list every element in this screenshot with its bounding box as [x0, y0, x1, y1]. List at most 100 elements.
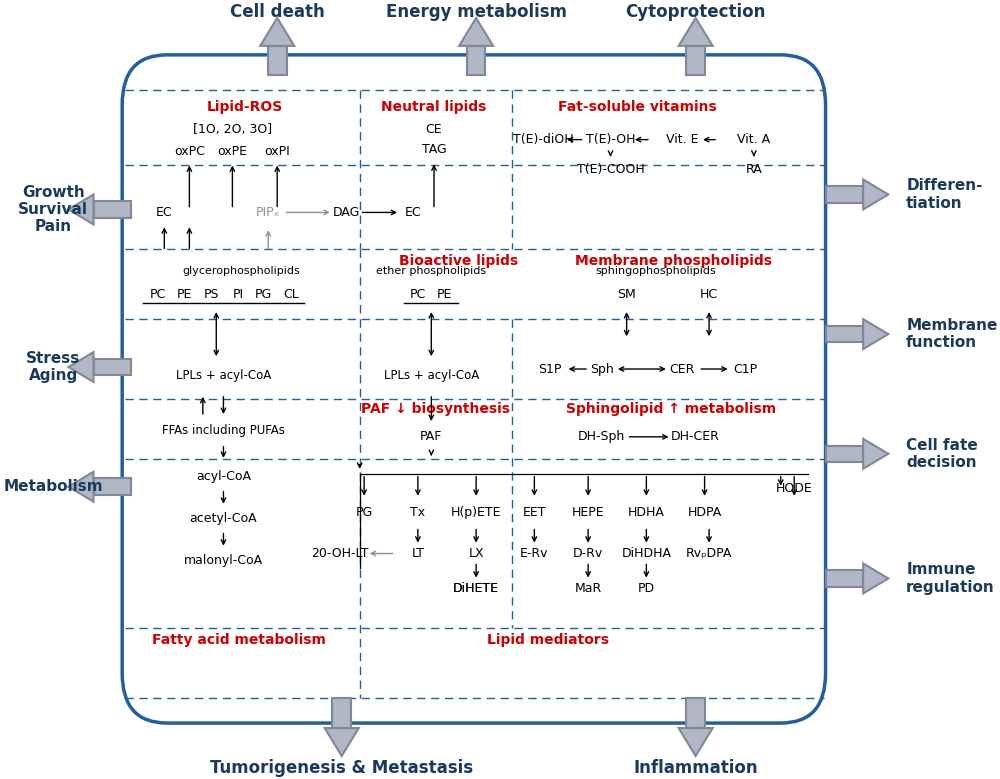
Text: glycerophospholipids: glycerophospholipids — [182, 266, 300, 277]
Text: DAG: DAG — [333, 206, 360, 219]
Text: acyl-CoA: acyl-CoA — [196, 471, 251, 483]
Polygon shape — [863, 439, 888, 469]
Text: Cytoprotection: Cytoprotection — [625, 3, 766, 21]
Text: oxPC: oxPC — [174, 145, 205, 158]
Text: HODE: HODE — [776, 482, 813, 495]
Text: Immune
regulation: Immune regulation — [906, 562, 995, 594]
Text: Cell death: Cell death — [230, 3, 325, 21]
Text: FFAs including PUFAs: FFAs including PUFAs — [162, 425, 285, 437]
Bar — [467, 46, 485, 75]
Polygon shape — [679, 18, 713, 46]
Text: D-Rv: D-Rv — [573, 547, 603, 560]
Bar — [268, 46, 287, 75]
Polygon shape — [68, 195, 94, 224]
Text: PC: PC — [150, 287, 166, 301]
Polygon shape — [260, 18, 294, 46]
Text: DiHETE: DiHETE — [453, 582, 499, 595]
Text: Inflammation: Inflammation — [633, 759, 758, 777]
Text: DH-CER: DH-CER — [671, 430, 720, 443]
Polygon shape — [325, 728, 359, 756]
Text: RvₚDPA: RvₚDPA — [686, 547, 732, 560]
Text: Neutral lipids: Neutral lipids — [381, 100, 487, 114]
Text: Tumorigenesis & Metastasis: Tumorigenesis & Metastasis — [210, 759, 473, 777]
Polygon shape — [863, 563, 888, 594]
Text: PE: PE — [177, 287, 193, 301]
Text: MaR: MaR — [574, 582, 602, 595]
Text: Vit. E: Vit. E — [666, 133, 698, 146]
Text: oxPE: oxPE — [217, 145, 247, 158]
Text: PG: PG — [355, 506, 373, 519]
Text: PIPₓ: PIPₓ — [256, 206, 280, 219]
Text: Lipid mediators: Lipid mediators — [487, 633, 609, 647]
Polygon shape — [863, 179, 888, 210]
Text: RA: RA — [746, 163, 762, 176]
Text: PE: PE — [437, 287, 452, 301]
Polygon shape — [459, 18, 493, 46]
Text: PG: PG — [255, 287, 272, 301]
Text: Vit. A: Vit. A — [737, 133, 770, 146]
Text: T(E)-COOH: T(E)-COOH — [577, 163, 644, 176]
Text: SM: SM — [617, 287, 636, 301]
Text: PI: PI — [233, 287, 244, 301]
Text: Fat-soluble vitamins: Fat-soluble vitamins — [558, 100, 717, 114]
Text: Membrane phospholipids: Membrane phospholipids — [575, 254, 772, 268]
Polygon shape — [68, 352, 94, 382]
Bar — [826, 570, 863, 587]
Bar — [94, 359, 131, 375]
Text: Lipid-ROS: Lipid-ROS — [207, 100, 283, 114]
Text: Sphingolipid ↑ metabolism: Sphingolipid ↑ metabolism — [566, 402, 777, 416]
Bar — [826, 186, 863, 203]
Text: EC: EC — [405, 206, 422, 219]
Bar — [332, 698, 351, 728]
Text: DiHETE: DiHETE — [453, 582, 499, 595]
Text: Cell fate
decision: Cell fate decision — [906, 438, 978, 470]
Text: CER: CER — [670, 362, 695, 375]
Text: malonyl-CoA: malonyl-CoA — [184, 554, 263, 567]
Text: LPLs + acyl-CoA: LPLs + acyl-CoA — [384, 368, 479, 382]
Text: HDHA: HDHA — [628, 506, 665, 519]
Text: oxPI: oxPI — [264, 145, 290, 158]
Text: Tx: Tx — [410, 506, 425, 519]
Text: HC: HC — [700, 287, 718, 301]
Text: [1O, 2O, 3O]: [1O, 2O, 3O] — [193, 123, 272, 136]
Text: Bioactive lipids: Bioactive lipids — [399, 254, 518, 268]
Bar — [826, 326, 863, 342]
Text: E-Rv: E-Rv — [520, 547, 549, 560]
Text: PS: PS — [204, 287, 220, 301]
Polygon shape — [679, 728, 713, 756]
Text: sphingophospholipids: sphingophospholipids — [595, 266, 716, 277]
Text: S1P: S1P — [538, 362, 561, 375]
Text: T(E)-diOH: T(E)-diOH — [513, 133, 574, 146]
Text: EC: EC — [156, 206, 173, 219]
Text: acetyl-CoA: acetyl-CoA — [190, 512, 257, 525]
Text: Growth
Survival
Pain: Growth Survival Pain — [18, 185, 88, 234]
Text: Energy metabolism: Energy metabolism — [386, 3, 567, 21]
Bar — [686, 46, 705, 75]
Text: C1P: C1P — [733, 362, 757, 375]
Bar — [686, 698, 705, 728]
Text: Stress
Aging: Stress Aging — [26, 351, 80, 383]
Text: DiHDHA: DiHDHA — [621, 547, 671, 560]
Text: Fatty acid metabolism: Fatty acid metabolism — [152, 633, 326, 647]
Text: Metabolism: Metabolism — [3, 479, 103, 494]
Text: H(p)ETE: H(p)ETE — [451, 506, 501, 519]
Text: LX: LX — [468, 547, 484, 560]
Text: HEPE: HEPE — [572, 506, 604, 519]
Text: CE: CE — [426, 123, 442, 136]
Text: T(E)-OH: T(E)-OH — [586, 133, 635, 146]
Text: Differen-
tiation: Differen- tiation — [906, 178, 983, 210]
Polygon shape — [863, 319, 888, 349]
Text: PD: PD — [638, 582, 655, 595]
Text: Sph: Sph — [590, 362, 613, 375]
Polygon shape — [68, 472, 94, 502]
Text: PAF: PAF — [420, 430, 443, 443]
Text: PAF ↓ biosynthesis: PAF ↓ biosynthesis — [361, 402, 510, 416]
Text: ether phospholipids: ether phospholipids — [376, 266, 486, 277]
Text: CL: CL — [283, 287, 299, 301]
Text: PC: PC — [410, 287, 426, 301]
Text: LPLs + acyl-CoA: LPLs + acyl-CoA — [176, 368, 271, 382]
Bar — [826, 446, 863, 462]
Bar — [94, 478, 131, 495]
Text: TAG: TAG — [422, 143, 446, 156]
Text: 20-OH-LT: 20-OH-LT — [311, 547, 369, 560]
